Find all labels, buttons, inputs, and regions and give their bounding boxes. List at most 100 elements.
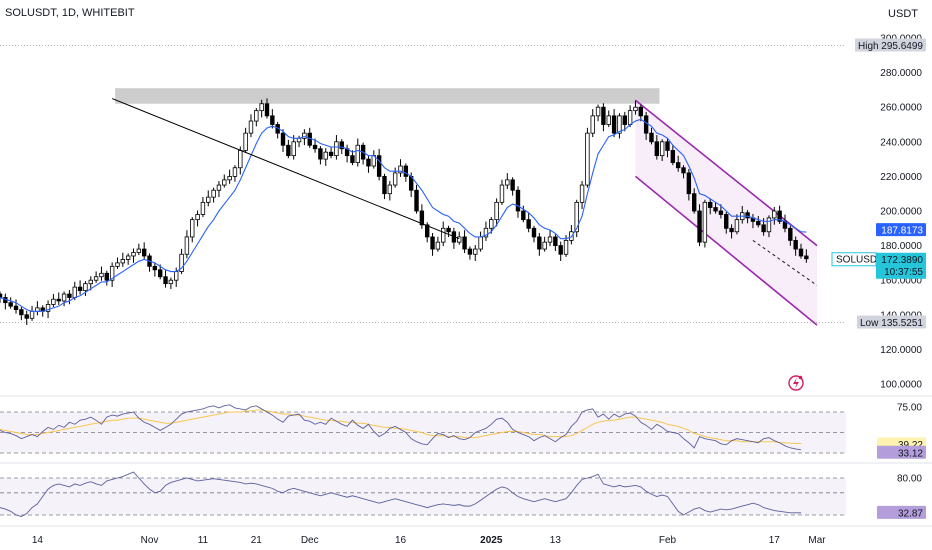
candle [547,230,553,247]
candle-body-down [312,144,318,150]
candle-body-up [243,132,248,151]
candle-body-up [83,283,88,291]
candle-body-down [67,293,72,298]
candle [131,248,136,263]
candle-body-up [505,179,510,186]
candle [659,139,665,162]
candle [211,187,216,203]
candle-body-up [772,210,777,219]
candle-body-up [136,248,142,253]
rsi-signal-line [0,409,802,445]
candle [649,127,654,145]
low-label-bg [857,315,880,329]
candle [473,245,478,261]
candle-body-down [152,265,158,271]
ma-value-tag: 187.8173 [876,223,926,237]
lightning-icon[interactable] [788,375,804,391]
candle-body-up [441,227,446,243]
candle [515,186,521,218]
candle [168,277,174,290]
candlestick-series [0,98,809,326]
time-tick-label: 2025 [480,535,503,546]
price-tick-label: 200.0000 [880,207,922,218]
osc-value-tag-bg [877,505,926,519]
candle-body-up [478,236,483,250]
chart-title: SOLUSDT, 1D, WHITEBIT [5,7,135,19]
candle [179,248,184,275]
candle-body-up [45,304,51,312]
candle-body-down [318,148,323,160]
candle [766,215,772,238]
candle [601,103,606,132]
candle-body-up [51,298,56,305]
candle-body-down [13,305,19,311]
rsi-tick-label: 75.00 [897,402,922,413]
candle-body-down [761,224,766,233]
candle [13,299,19,314]
candle [392,167,398,188]
candle-body-down [163,276,168,285]
high-label: High [858,41,879,52]
candle [585,127,590,188]
candle-body-down [638,106,643,117]
candle [387,181,393,201]
ma-value-tag-bg [876,223,926,237]
rsi-pane [0,404,846,454]
candle-body-down [286,144,291,157]
candle-body-down [8,302,13,307]
candle-body-down [654,141,660,157]
candle-body-up [659,141,665,157]
candle-body-down [718,210,724,215]
candle-body-up [222,179,227,186]
descending-trendline [111,98,460,240]
candle-body-up [585,132,590,186]
candle [777,205,782,224]
time-tick-label: 13 [550,535,562,546]
candle [702,199,708,248]
time-tick-label: 14 [32,535,44,546]
candle-body-up [216,184,222,191]
candle-body-up [99,272,104,278]
candle-body-up [734,219,740,233]
candle-body-up [392,172,398,186]
candle-body-down [141,248,147,257]
candle [109,262,115,287]
candle-body-down [419,210,425,226]
candle [147,253,152,272]
rsi-value-tag: 33.12 [877,445,926,459]
candle-body-up [323,151,328,160]
candle-body-down [681,167,686,174]
candle-body-down [665,141,670,151]
low-value-tag: 135.5251 [880,315,926,329]
candle [35,301,40,316]
candle [318,146,323,165]
rsi-value-tag-text: 33.12 [898,448,923,459]
candle [713,202,718,214]
candle [227,169,232,184]
candle-body-down [157,269,163,278]
candle-body-up [179,253,184,272]
candle-body-up [563,240,569,255]
candle [654,135,660,160]
candle [270,109,275,129]
candle-body-down [446,227,451,233]
candle [521,205,526,223]
price-tick-label: 240.0000 [880,137,922,148]
candle-body-down [553,236,558,246]
candle-body-down [104,272,109,281]
candle-body-up [291,141,296,157]
candle [398,159,403,177]
candle [499,179,505,205]
candle [622,111,627,132]
candle-body-up [633,106,638,112]
candle [574,199,579,238]
candle [756,216,761,228]
candle-body-up [595,106,601,117]
osc-value-tag-text: 32.87 [898,508,923,519]
candle-body-down [537,236,542,250]
candle [61,291,67,307]
countdown-value: 10:37:55 [884,267,923,278]
candle [163,269,168,288]
candle-body-up [248,120,254,134]
